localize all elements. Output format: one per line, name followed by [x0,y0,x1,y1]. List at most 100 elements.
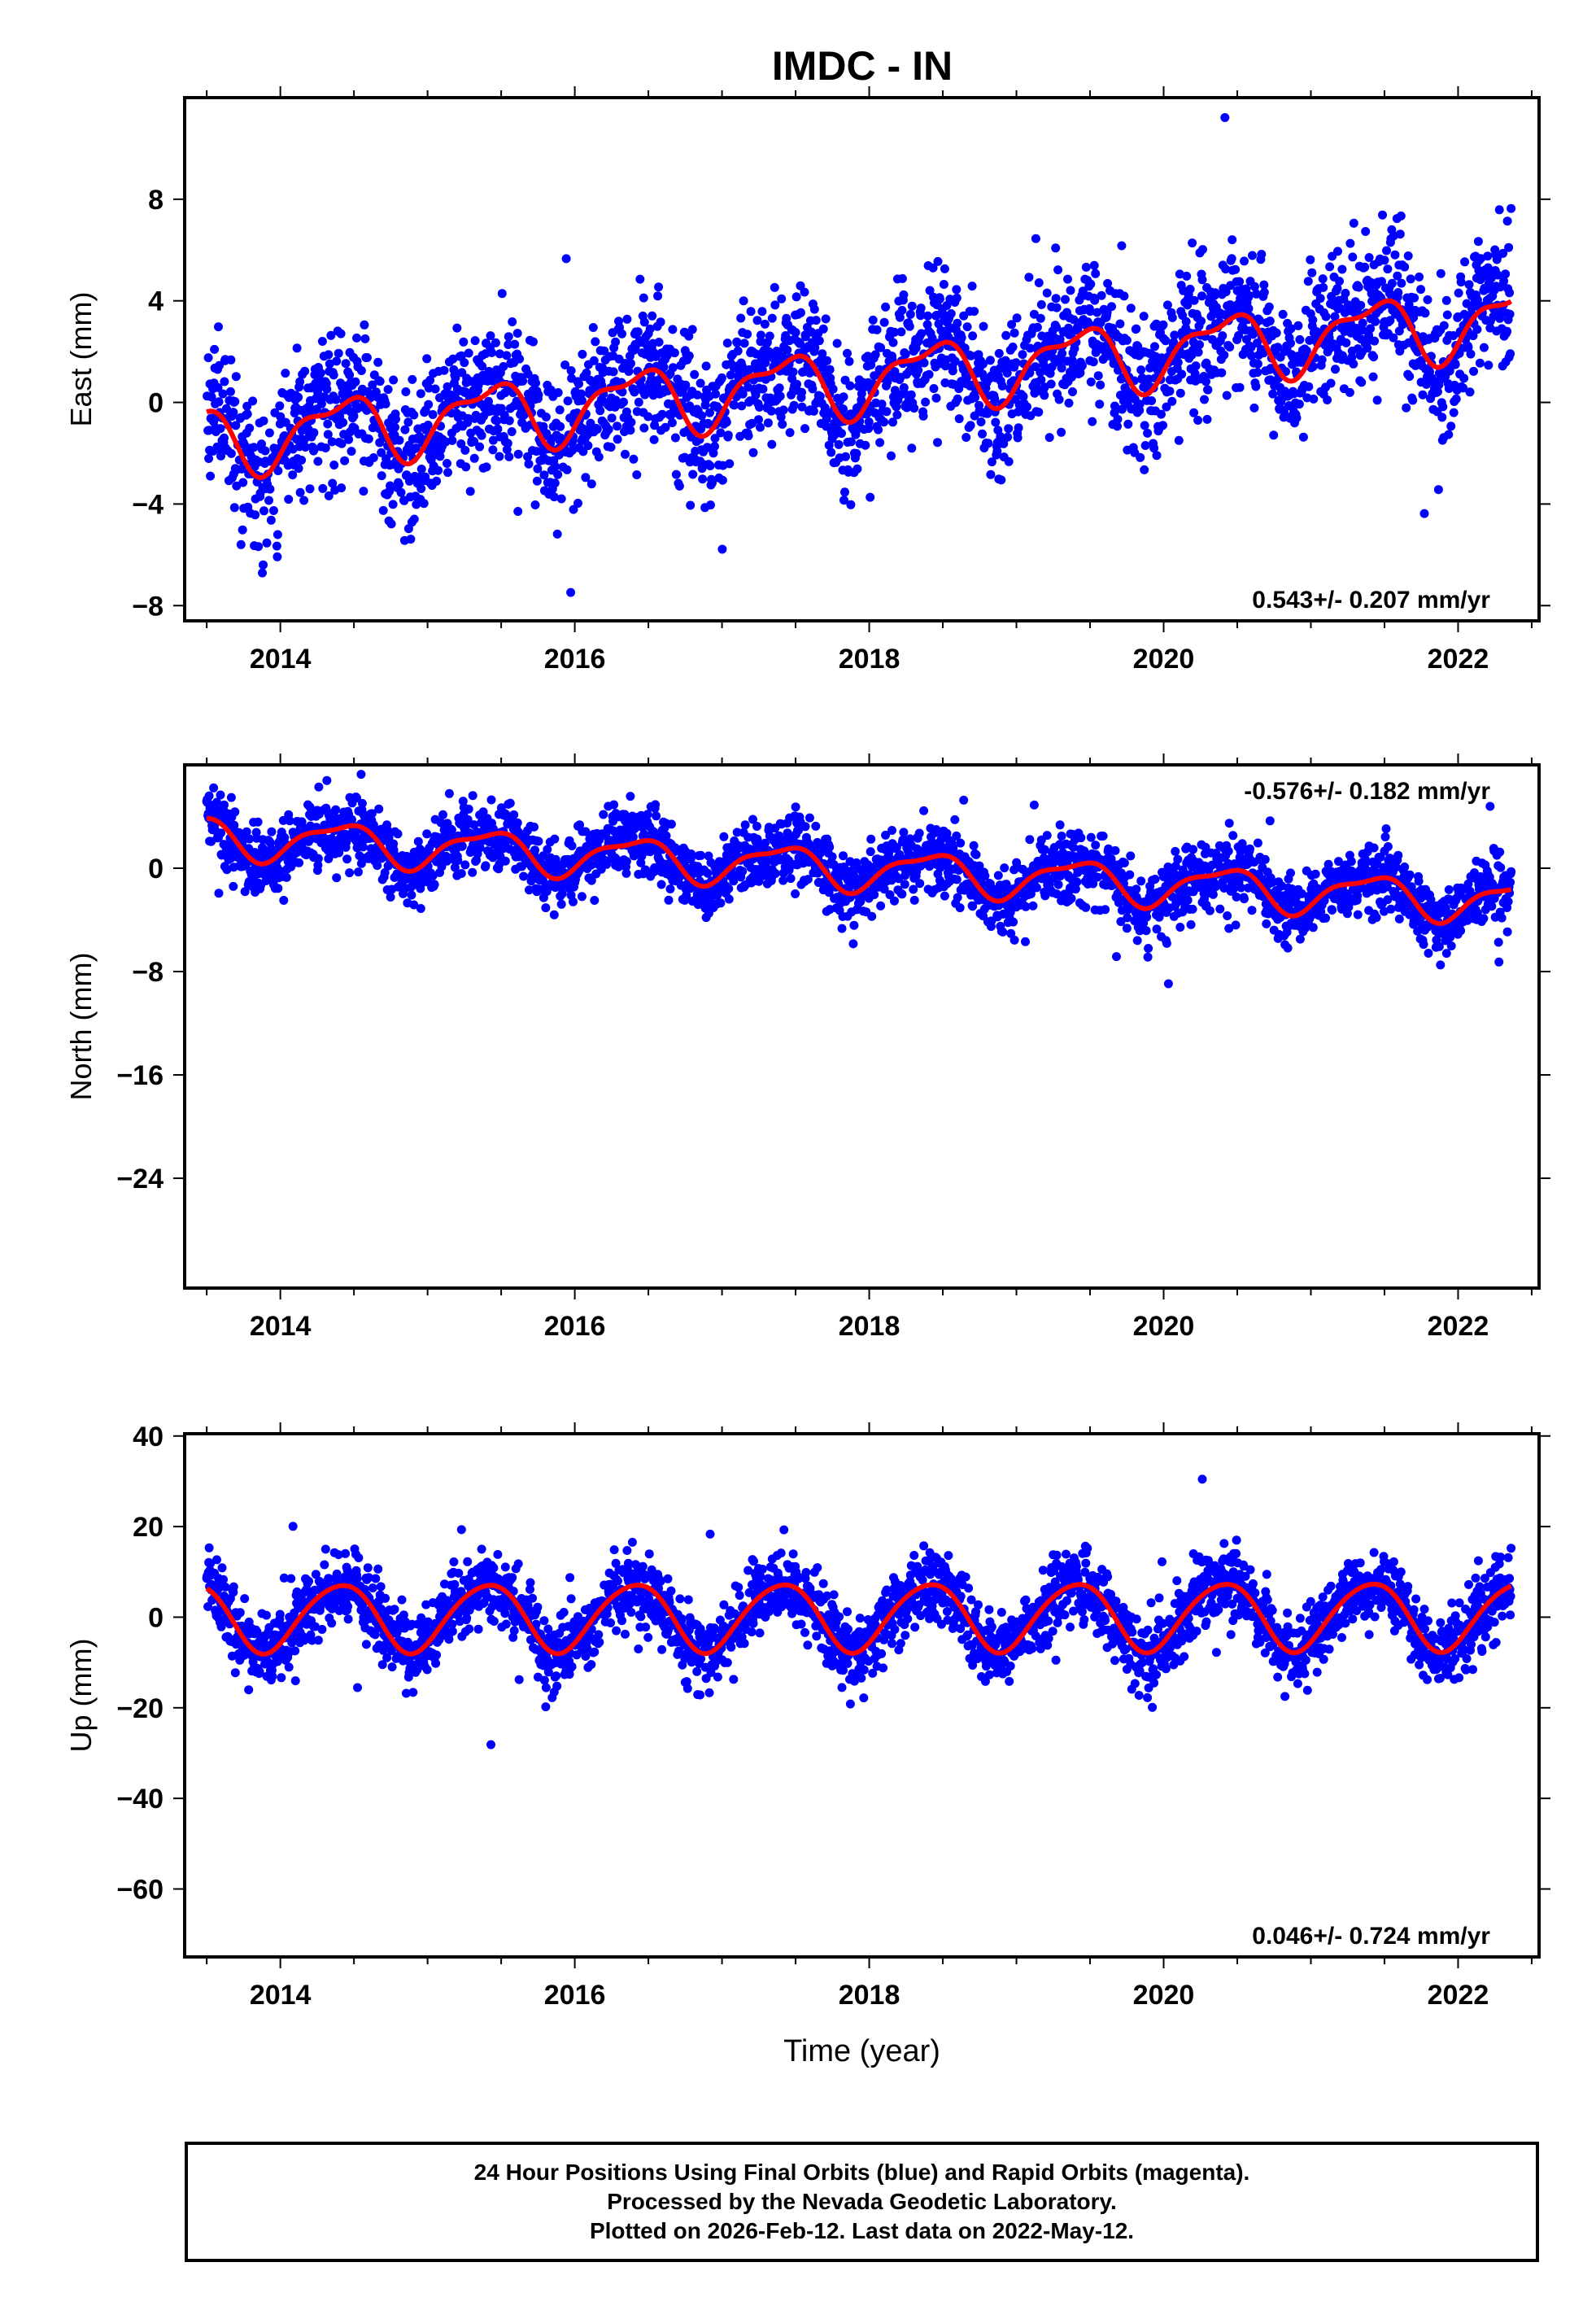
data-point [1063,274,1072,284]
data-point [447,825,456,835]
data-point [743,330,752,339]
data-point [874,425,883,435]
data-point [892,410,902,420]
data-point [815,391,825,401]
data-point [1390,250,1400,260]
data-point [1273,343,1283,352]
data-point [1157,409,1166,419]
data-point [950,356,960,366]
data-point [469,453,479,463]
data-point [752,349,761,359]
data-point [1081,902,1091,912]
data-point [1222,391,1232,400]
data-point [1119,858,1129,867]
data-point [621,868,631,878]
data-point [1018,391,1028,401]
data-point [657,409,667,419]
data-point [1479,343,1489,352]
data-point [1341,338,1351,347]
data-point [978,429,987,439]
data-point [834,439,844,449]
data-point [705,461,715,470]
data-point [825,842,835,852]
data-point [818,324,828,334]
data-point [900,880,909,889]
data-point [822,356,832,365]
data-point [324,491,334,500]
data-point [1406,274,1415,284]
data-point [1126,304,1136,313]
data-point [1397,278,1406,288]
data-point [853,464,862,474]
data-point [1265,317,1275,325]
data-point [1034,408,1044,417]
data-point [1240,256,1249,266]
data-point [226,355,236,365]
data-point [395,435,404,445]
data-point [389,839,399,849]
data-point [777,294,787,304]
data-point [1416,285,1426,295]
data-point [1258,348,1268,358]
data-point [1003,432,1013,442]
data-point [1086,832,1096,842]
data-point [1484,360,1494,370]
data-point [1040,391,1049,400]
data-point [249,443,259,452]
data-point [577,892,587,902]
data-point [1317,355,1327,365]
data-point [1011,358,1021,368]
data-point [899,290,909,299]
data-point [1084,318,1093,328]
data-point [837,429,846,439]
data-point [368,453,378,462]
data-point [411,443,421,453]
data-point [717,475,727,485]
data-point [539,421,548,431]
data-point [1308,362,1318,371]
data-point [1136,452,1145,462]
data-point [512,329,522,338]
data-point [1321,312,1331,321]
data-point [229,881,238,891]
data-point [1091,269,1101,278]
data-point [326,330,336,340]
data-point [1400,262,1410,272]
data-point [438,810,447,819]
data-point [1235,382,1245,392]
data-point [1098,832,1108,841]
data-point [1325,262,1335,272]
data-point [1143,428,1153,438]
data-point [553,469,563,479]
data-point [590,896,600,905]
data-point [231,372,241,382]
data-point [264,496,273,505]
data-point [434,465,443,475]
data-point [443,459,451,468]
data-point [1249,282,1259,291]
data-point [724,894,734,904]
data-point [1188,238,1197,248]
data-point [818,363,828,373]
data-point [752,316,762,325]
data-point [732,828,742,837]
data-point [495,452,504,461]
data-point [1126,851,1136,861]
data-point [468,867,477,877]
data-point [356,770,366,780]
data-point [1173,358,1183,367]
data-point [313,860,323,870]
data-point [1472,325,1482,334]
data-point [478,807,488,817]
data-point [212,797,221,807]
data-point [459,337,469,347]
data-point [1473,237,1483,247]
data-point [789,400,799,410]
data-point [1456,277,1466,287]
data-point [748,815,757,824]
data-points [203,113,1516,597]
data-point [928,263,938,273]
data-point [551,854,560,864]
x-tick-label: 2016 [544,644,606,675]
data-point [942,828,952,838]
